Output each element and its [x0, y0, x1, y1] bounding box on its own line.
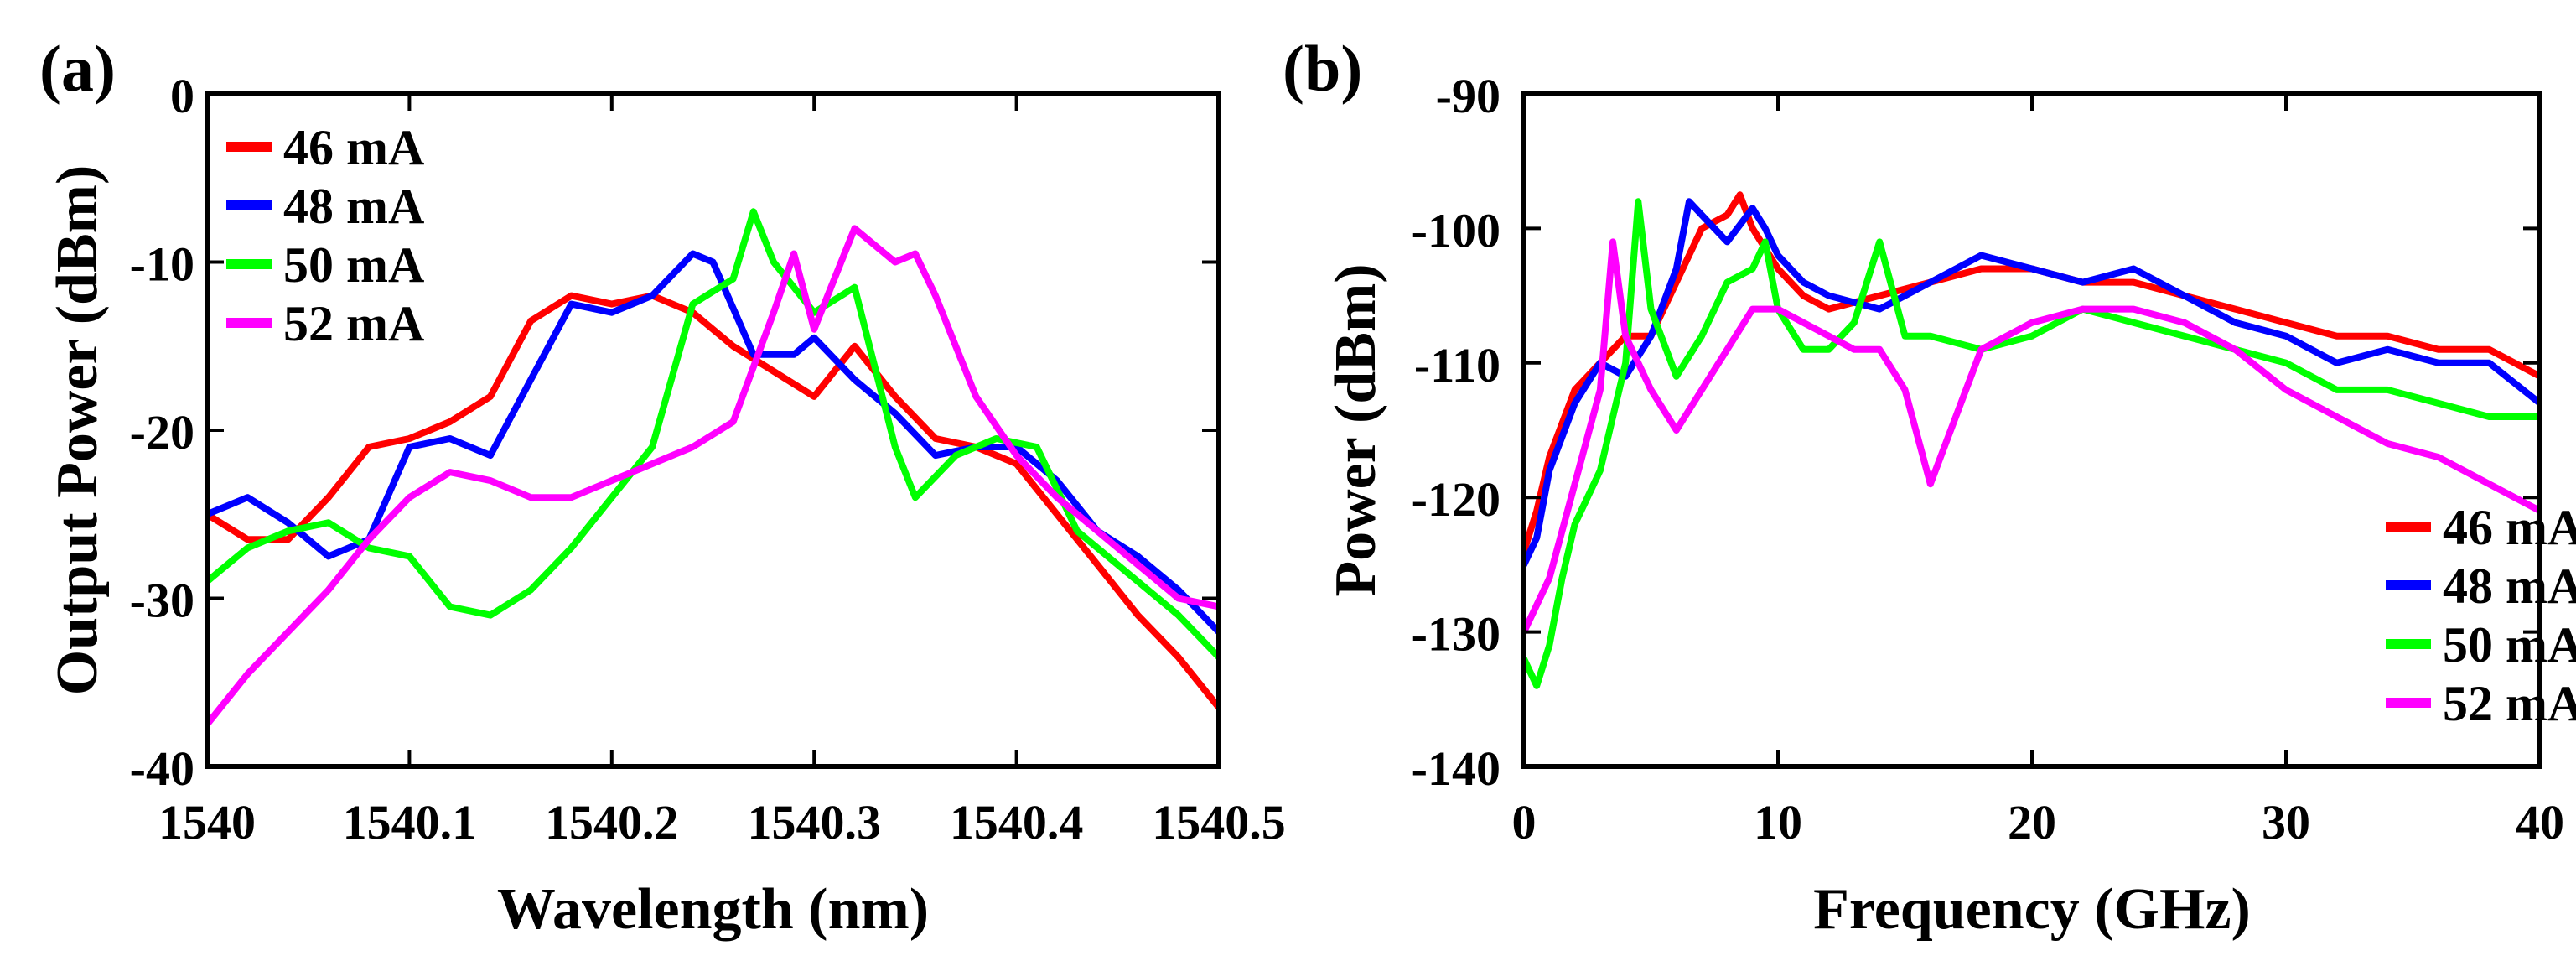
- panel-b-x-axis-label: Frequency (GHz): [1813, 877, 2251, 942]
- panel-b-ytick-label: -120: [1412, 472, 1501, 527]
- panel-b-legend-label-2: 48 mA: [2443, 558, 2576, 614]
- panel-a-series-line-3: [207, 208, 1219, 661]
- panel-a-series-line-1: [207, 292, 1219, 711]
- panel-b-label: (b): [1283, 32, 1362, 105]
- panel-a-xtick-label: 1540.1: [343, 795, 477, 849]
- panel-a-label: (a): [39, 32, 116, 105]
- panel-a-xtick-label: 1540.4: [950, 795, 1084, 849]
- panel-b-ytick-label: -90: [1436, 69, 1501, 123]
- panel-b-series-line-3: [1524, 198, 2540, 689]
- panel-b-xtick-label: 20: [2008, 795, 2056, 849]
- panel-b-xtick-label: 30: [2262, 795, 2310, 849]
- panel-a-legend-label-3: 50 mA: [283, 237, 424, 293]
- panel-a-ytick-label: -30: [130, 574, 194, 628]
- panel-b-series-line-2: [1524, 198, 2540, 569]
- panel-b-xtick-label: 0: [1512, 795, 1537, 849]
- panel-b-ytick-label: -130: [1412, 607, 1501, 662]
- panel-b-series-line-4: [1524, 238, 2540, 636]
- panel-a-series: [207, 208, 1219, 728]
- panel-b-series-line-1: [1524, 191, 2540, 555]
- panel-b-legend-label-1: 46 mA: [2443, 500, 2576, 555]
- panel-b-xtick-label: 40: [2516, 795, 2564, 849]
- panel-b-legend-label-3: 50 mA: [2443, 617, 2576, 673]
- panel-a-legend-label-4: 52 mA: [283, 296, 424, 351]
- panel-b-series: [1524, 191, 2540, 689]
- panel-a-xtick-label: 1540.3: [747, 795, 881, 849]
- panel-b-ytick-label: -140: [1412, 741, 1501, 796]
- panel-b-xtick-label: 10: [1754, 795, 1802, 849]
- panel-a-xtick-label: 1540: [158, 795, 256, 849]
- panel-a-xtick-label: 1540.2: [545, 795, 679, 849]
- panel-a-series-line-4: [207, 225, 1219, 728]
- panel-a-ytick-label: 0: [170, 69, 194, 123]
- panel-a-x-axis-label: Wavelength (nm): [497, 877, 929, 942]
- panel-a-series-line-2: [207, 250, 1219, 636]
- panel-a-legend-label-1: 46 mA: [283, 120, 424, 175]
- panel-b-y-axis-label: Power (dBm): [1324, 263, 1388, 596]
- panel-a-legend-label-2: 48 mA: [283, 179, 424, 234]
- panel-b-legend-label-4: 52 mA: [2443, 676, 2576, 731]
- panel-a-ytick-label: -40: [130, 741, 194, 796]
- panel-a-ytick-label: -20: [130, 405, 194, 460]
- panel-a-xtick-label: 1540.5: [1152, 795, 1286, 849]
- panel-b-ytick-label: -100: [1412, 203, 1501, 257]
- panel-a-y-axis-label: Output Power (dBm): [45, 165, 110, 696]
- panel-a-ytick-label: -10: [130, 237, 194, 292]
- panel-b-ytick-label: -110: [1414, 338, 1501, 392]
